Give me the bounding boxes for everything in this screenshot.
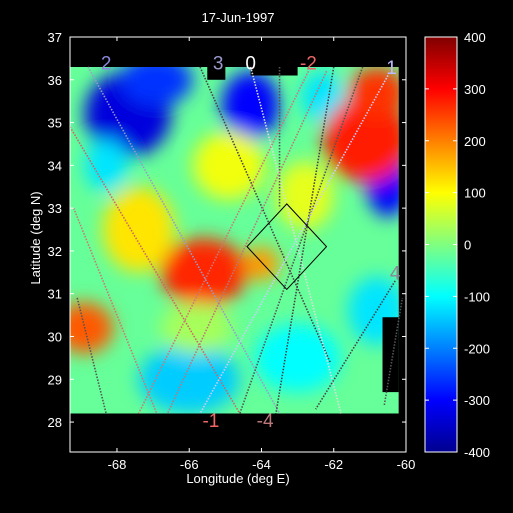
colorbar-tick-label: -300: [464, 393, 490, 408]
y-axis-label: Latitude (deg N): [28, 191, 43, 284]
track-number-label: -1: [202, 411, 219, 432]
anomaly-blob: [84, 139, 128, 192]
anomaly-blob: [254, 323, 341, 393]
colorbar-tick-label: -400: [464, 445, 490, 460]
no-data-region: [207, 58, 226, 80]
y-tick-label: 32: [48, 244, 62, 259]
anomaly-blob: [301, 71, 345, 123]
chart-title: 17-Jun-1997: [202, 10, 275, 25]
plot-frame: [69, 36, 407, 453]
anomaly-blob: [160, 302, 233, 354]
x-tick-label: -66: [180, 457, 199, 472]
study-box: [246, 203, 328, 291]
y-tick-label: 29: [48, 372, 62, 387]
y-tick-label: 37: [48, 30, 62, 45]
y-tick-label: 30: [48, 329, 62, 344]
anomaly-blob: [70, 302, 114, 354]
track-number-label: 2: [101, 54, 112, 75]
anomaly-blob: [348, 66, 399, 119]
y-tick-label: 33: [48, 201, 62, 216]
track-number-label: 1: [386, 58, 397, 79]
no-data-region: [250, 58, 298, 76]
colorbar-tick-label: -100: [464, 289, 490, 304]
track-number-label: 4: [390, 263, 401, 284]
heatmap-anomalies: [70, 66, 399, 414]
altimeter-track: [249, 66, 342, 414]
anomaly-blob: [322, 96, 399, 183]
track-number-label: -4: [257, 411, 274, 432]
anomaly-blob: [120, 66, 193, 106]
altimeter-track: [314, 280, 396, 410]
x-axis: -68 -66 -64 -62 -60: [108, 37, 416, 472]
altimeter-track: [199, 75, 389, 414]
anomaly-blob: [160, 238, 248, 307]
colorbar-tick-label: 400: [464, 30, 486, 45]
track-number-label: 0: [245, 54, 256, 75]
track-labels: 2 3 0 -2 1 4 -1 -4: [101, 54, 401, 432]
anomaly-blob: [221, 71, 280, 140]
altimeter-tracks: [69, 66, 404, 414]
colorbar: [425, 37, 457, 452]
colorbar-tick-label: 100: [464, 186, 486, 201]
altimeter-track: [76, 297, 107, 414]
x-tick-label: -64: [252, 457, 271, 472]
colorbar-tick-label: 0: [464, 238, 471, 253]
track-number-label: 3: [213, 54, 224, 75]
data-mask: [207, 58, 399, 393]
x-axis-label: Longitude (deg E): [186, 471, 289, 486]
anomaly-blob: [275, 161, 334, 230]
track-number-label: -2: [300, 54, 317, 75]
y-tick-label: 35: [48, 116, 62, 131]
x-tick-label: -60: [397, 457, 416, 472]
colorbar-tick-label: 300: [464, 82, 486, 97]
y-tick-label: 36: [48, 73, 62, 88]
anomaly-blob: [102, 186, 175, 273]
x-tick-label: -68: [108, 457, 127, 472]
y-tick-label: 28: [48, 415, 62, 430]
colorbar-axis: 400 300 200 100 0 -100 -200 -300 -400: [425, 30, 490, 460]
colorbar-tick-label: -200: [464, 341, 490, 356]
anomaly-blob: [138, 345, 240, 414]
altimeter-track: [383, 297, 404, 406]
altimeter-track: [72, 207, 158, 414]
y-tick-label: 31: [48, 287, 62, 302]
altimeter-track: [137, 70, 310, 414]
anomaly-blob: [192, 131, 266, 200]
altimeter-track: [239, 66, 364, 414]
y-tick-label: 34: [48, 158, 62, 173]
no-data-region: [382, 317, 399, 393]
colorbar-tick-label: 200: [464, 134, 486, 149]
heatmap-field: [70, 66, 399, 414]
x-tick-label: -62: [324, 457, 343, 472]
